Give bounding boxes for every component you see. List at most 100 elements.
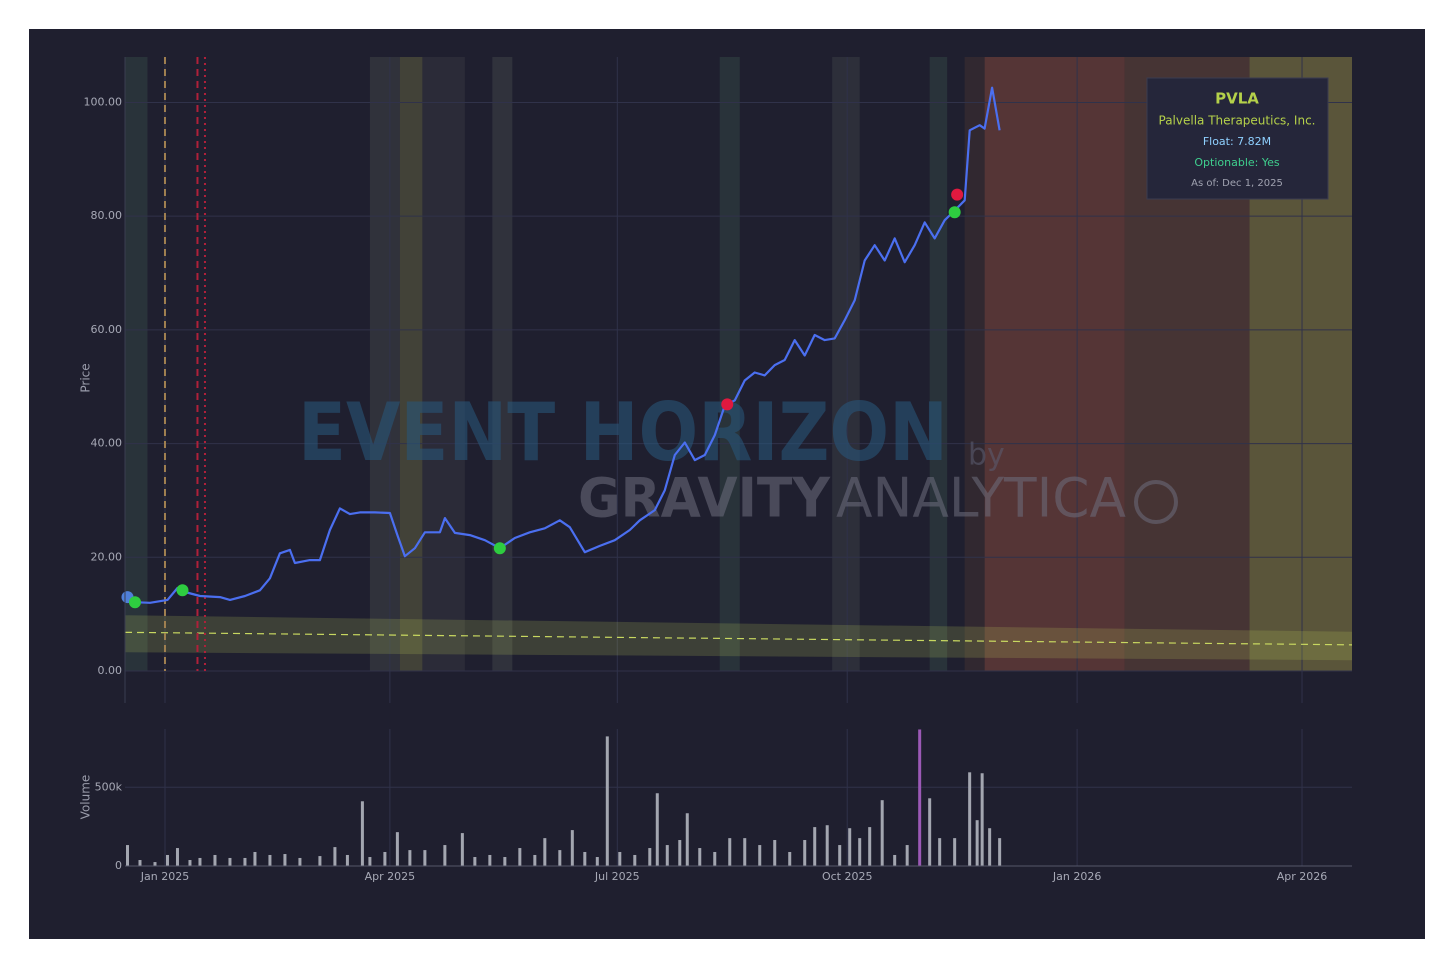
volume-bar (655, 793, 659, 866)
volume-bar (758, 845, 762, 866)
volume-bar (395, 832, 399, 866)
volume-bar (333, 847, 337, 866)
volume-bar (988, 828, 992, 866)
volume-bar (583, 851, 587, 866)
info-ticker: PVLA (1215, 90, 1259, 108)
volume-bar (605, 736, 609, 866)
watermark-logo (1134, 480, 1178, 524)
event-band (422, 57, 465, 671)
volume-bar (838, 845, 842, 866)
volume-bar (968, 772, 972, 866)
x-tick-label: Apr 2026 (1277, 870, 1328, 883)
x-tick-label: Apr 2025 (365, 870, 416, 883)
volume-bar (928, 798, 932, 866)
volume-bar (345, 854, 349, 866)
signal-marker (721, 398, 734, 411)
event-band (369, 57, 400, 671)
x-tick-label: Jul 2025 (594, 870, 640, 883)
event-band (964, 57, 985, 671)
volume-bar (243, 857, 247, 866)
volume-bar (503, 857, 507, 866)
price-line (126, 86, 1001, 604)
event-band (492, 57, 513, 671)
y-tick-label: 20.00 (91, 550, 123, 563)
y-tick-label: 0.00 (98, 664, 123, 677)
event-band (929, 57, 948, 671)
y-tick-label: 60.00 (91, 323, 123, 336)
volume-bar (408, 850, 412, 866)
y-tick-label: 500k (95, 780, 123, 793)
volume-bar (938, 838, 942, 866)
info-company: Palvella Therapeutics, Inc. (1159, 114, 1316, 128)
volume-bar (558, 850, 562, 866)
signal-marker (176, 584, 189, 597)
plot (121, 57, 1353, 866)
x-tick-label: Jan 2025 (140, 870, 189, 883)
volume-bar (318, 856, 322, 866)
y-axis-title: Price (79, 363, 93, 392)
volume-bar (153, 862, 157, 866)
volume-bar (533, 854, 537, 866)
volume-bar (383, 851, 387, 866)
event-band (399, 57, 423, 671)
volume-bar (868, 827, 872, 866)
volume-bar (423, 850, 427, 866)
watermark-main: EVENT HORIZON (298, 386, 948, 479)
y-tick-label: 80.00 (91, 209, 123, 222)
volume-bar (460, 833, 464, 866)
info-as-of: As of: Dec 1, 2025 (1191, 178, 1283, 189)
volume-bar (880, 800, 884, 866)
volume-bar (518, 848, 522, 866)
volume-bar (253, 851, 257, 866)
volume-bar (685, 813, 689, 866)
event-band (125, 57, 148, 671)
volume-bar (648, 848, 652, 866)
volume-bar (848, 828, 852, 866)
volume-bar (713, 851, 717, 866)
volume-bar (773, 840, 777, 866)
volume-bar (803, 840, 807, 866)
volume-bar (298, 857, 302, 866)
volume-bar (268, 854, 272, 866)
volume-bar (743, 838, 747, 866)
volume-bar (998, 838, 1002, 866)
volume-bar (543, 838, 547, 866)
event-band (984, 57, 1125, 671)
watermark: EVENT HORIZON by GRAVITY ANALYTICA (298, 386, 1178, 530)
volume-bar (188, 860, 192, 866)
volume-bar (788, 851, 792, 866)
info-optionable: Optionable: Yes (1194, 156, 1279, 169)
info-box-frame (1146, 77, 1329, 200)
volume-bar (228, 857, 232, 866)
y-axis-title: Volume (79, 775, 93, 820)
signal-marker (948, 206, 961, 219)
event-band (719, 57, 740, 671)
volume-bar (813, 827, 817, 866)
volume-bar (473, 857, 477, 866)
volume-bar (283, 854, 287, 866)
x-tick-label: Oct 2025 (822, 870, 873, 883)
volume-bar (198, 857, 202, 866)
volume-bar (618, 851, 622, 866)
volume-bar (975, 820, 979, 866)
volume-bar (918, 729, 922, 866)
volume-bar (368, 857, 372, 866)
y-tick-label: 40.00 (91, 437, 123, 450)
volume-bar (825, 825, 829, 866)
y-tick-label: 100.00 (84, 95, 123, 108)
volume-bar (953, 838, 957, 866)
volume-bar (125, 845, 129, 866)
event-band (832, 57, 860, 671)
volume-bar (175, 848, 179, 866)
volume-bar (570, 830, 574, 866)
volume-bar (633, 854, 637, 866)
volume-bar (138, 860, 142, 866)
volume-bar (488, 854, 492, 866)
volume-bar (893, 854, 897, 866)
trend-band (125, 615, 1352, 661)
watermark-brand-bold: GRAVITY (578, 467, 831, 530)
volume-bar (728, 838, 732, 866)
volume-bar (213, 854, 217, 866)
volume-bar (678, 840, 682, 866)
